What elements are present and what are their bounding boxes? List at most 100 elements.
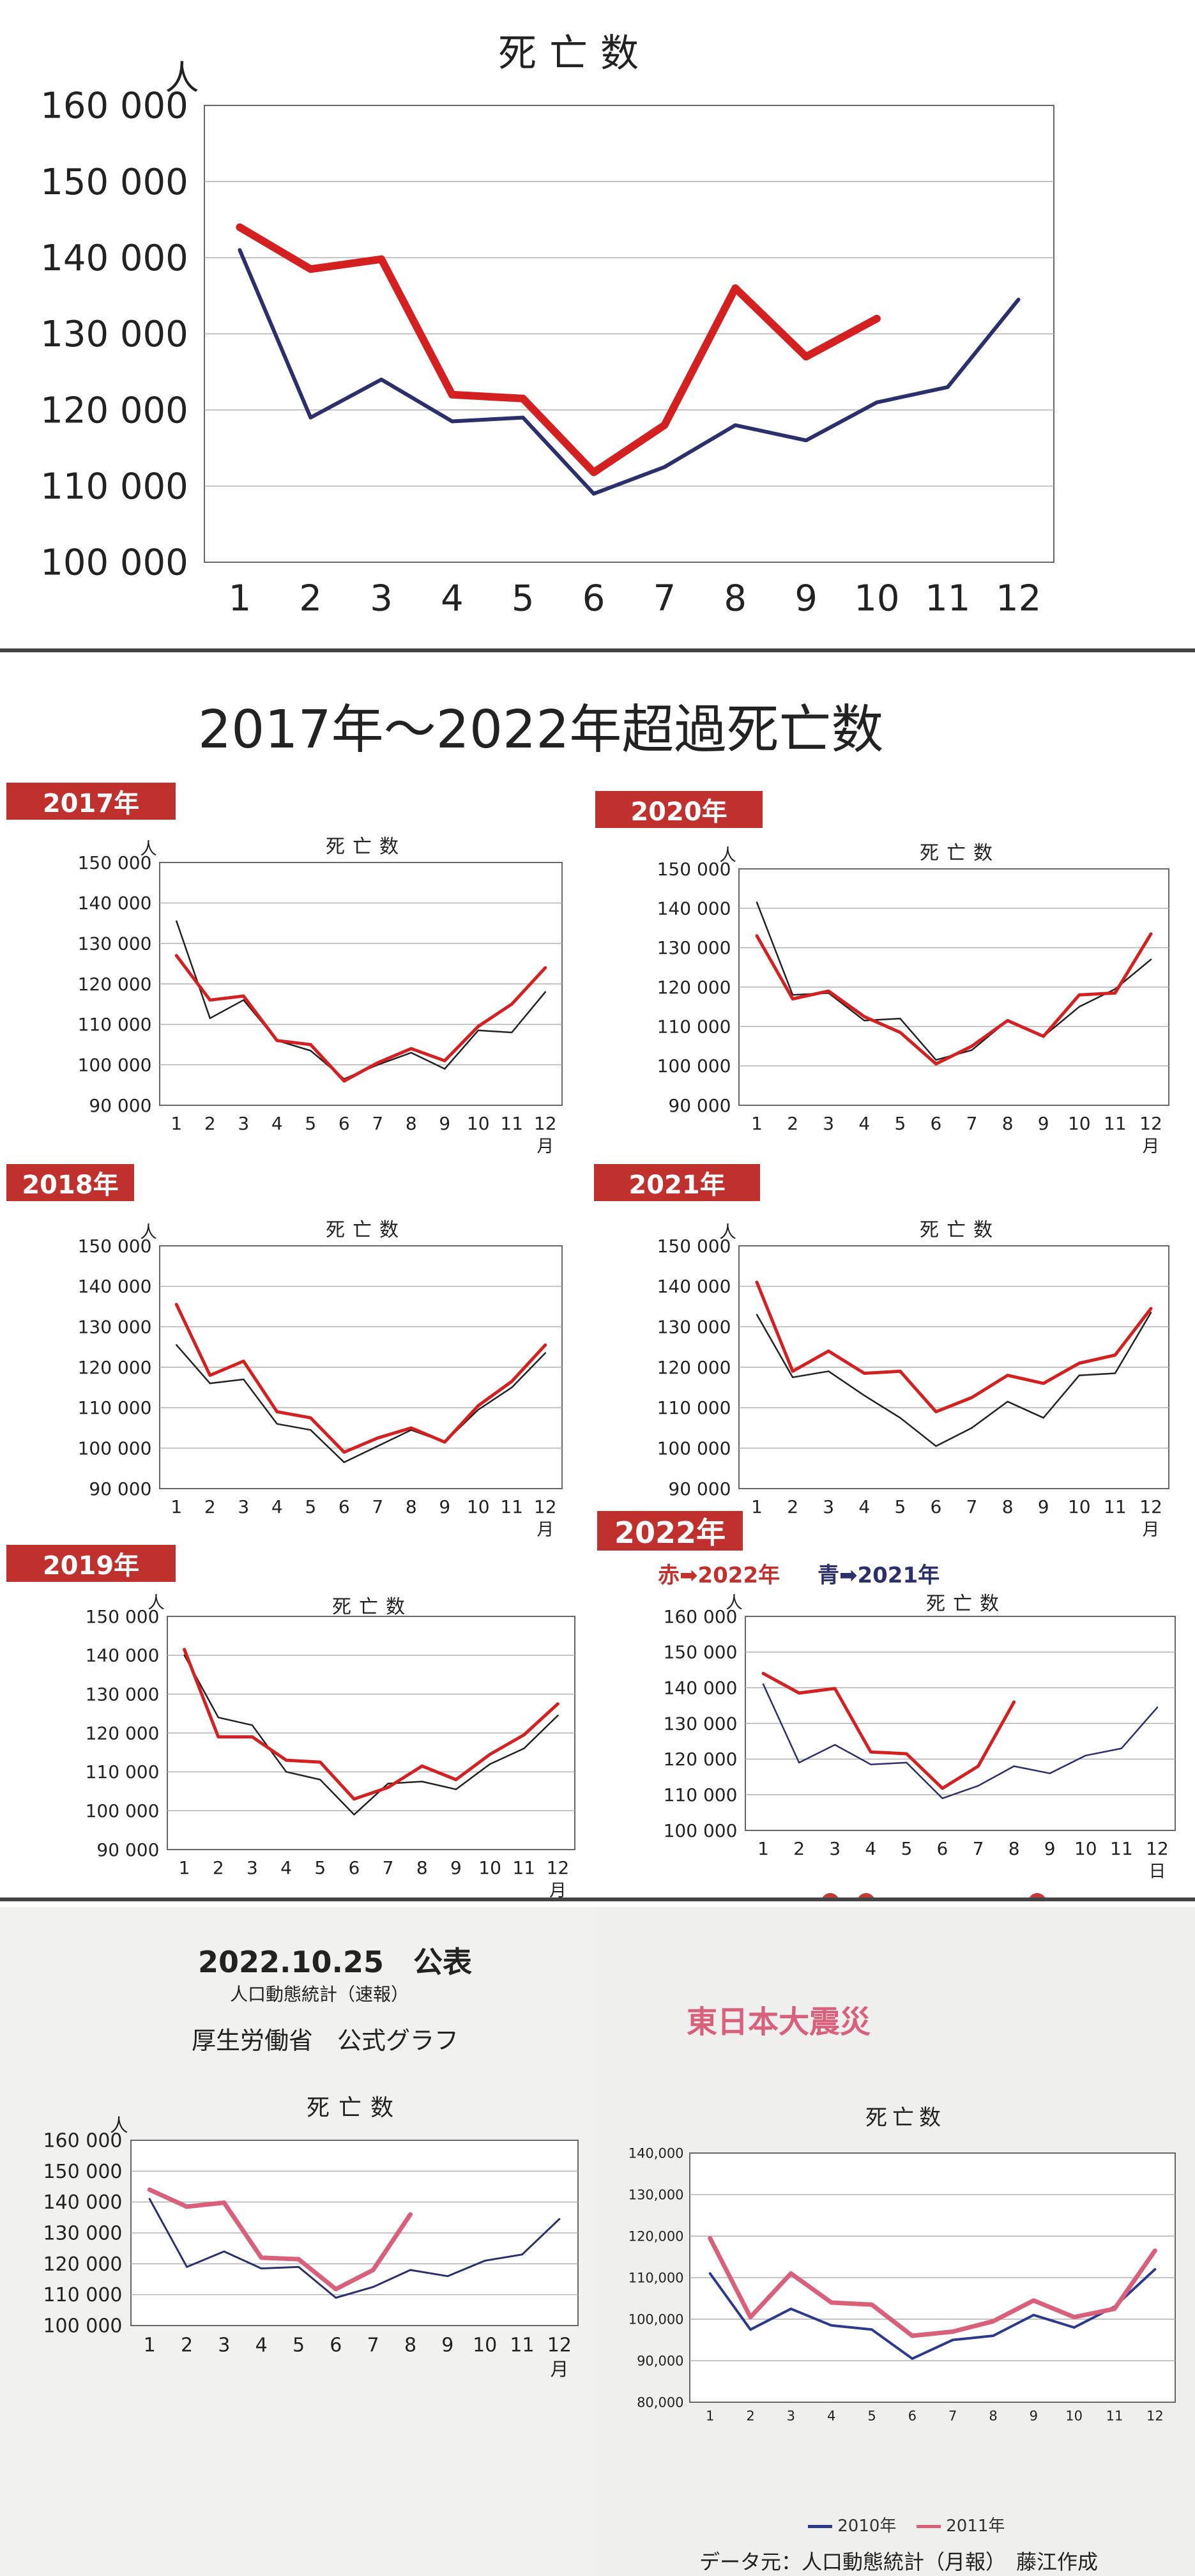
chart-quake: 80,000 90,000 100,000 110,000 120,000 130,000… — [628, 2145, 1176, 2423]
data-point — [409, 2269, 411, 2271]
x-tick-label: 3 — [829, 1838, 841, 1859]
data-point — [797, 1691, 801, 1695]
series-line-2010年 — [708, 2268, 1157, 2360]
y-tick-label: 130 000 — [657, 1316, 731, 1337]
chart-2019: 90 000 100 000 110 000 120 000 130 000 140 00… — [86, 1593, 575, 1897]
series-line-black — [756, 1312, 1152, 1447]
x-tick-label: 9 — [441, 2334, 453, 2357]
series-line-black — [176, 1344, 547, 1464]
x-tick-label: 3 — [247, 1857, 258, 1878]
data-point — [1013, 1765, 1015, 1767]
y-tick-label: 120 000 — [40, 390, 188, 431]
data-point — [1077, 1361, 1081, 1365]
data-point — [869, 2303, 874, 2307]
panel-official: 2022.10.25 公表 人口動態統計（速報） 厚生労働省 公式グラフ 死亡数… — [0, 1907, 597, 2576]
data-point — [250, 1735, 254, 1738]
x-tick-label: 12 — [547, 2334, 572, 2357]
x-tick-label: 1 — [751, 1496, 763, 1517]
data-point — [791, 1370, 795, 1373]
data-point — [910, 2333, 915, 2338]
data-point — [489, 1763, 491, 1765]
series-line-red — [755, 932, 1153, 1066]
x-tick-label: 11 — [1110, 1838, 1133, 1859]
data-point — [946, 385, 950, 389]
data-point — [544, 1343, 547, 1347]
y-tick-label: 130 000 — [657, 937, 731, 958]
data-point — [991, 2319, 996, 2324]
data-point — [1113, 992, 1117, 995]
data-point — [148, 2198, 151, 2200]
data-point — [1042, 1417, 1044, 1419]
data-point — [309, 1043, 312, 1046]
y-tick-label: 140 000 — [78, 893, 152, 914]
y-tick-label: 130 000 — [40, 314, 188, 355]
y-axis-label: 人 — [165, 58, 199, 98]
data-point — [834, 1744, 836, 1746]
y-axis-label: 人 — [719, 845, 736, 865]
x-tick-label: 8 — [1009, 1838, 1020, 1859]
data-point — [275, 1039, 278, 1042]
data-point — [259, 2255, 264, 2260]
data-point — [934, 1062, 938, 1066]
y-tick-label: 130 000 — [86, 1683, 160, 1705]
y-tick-label: 140 000 — [78, 1276, 152, 1297]
y-tick-label: 140 000 — [86, 1645, 160, 1666]
y-tick-label: 110 000 — [43, 2284, 122, 2306]
y-tick-label: 140 000 — [664, 1677, 738, 1698]
x-tick-label: 9 — [439, 1496, 450, 1517]
title-official: 死亡数 — [307, 2095, 403, 2121]
series-line-red — [761, 1671, 1016, 1790]
data-point — [217, 1717, 219, 1719]
y-tick-label: 100 000 — [78, 1054, 152, 1075]
data-point — [243, 1378, 245, 1381]
data-point — [477, 1029, 479, 1031]
chart-2017: 90 000 100 000 110 000 120 000 130 000 140 00… — [78, 839, 563, 1156]
x-tick-label: 12 — [1146, 1838, 1169, 1859]
x-tick-label: 5 — [512, 578, 535, 620]
y-tick-label: 130 000 — [43, 2223, 122, 2245]
data-point — [353, 1797, 356, 1801]
y-tick-label: 90 000 — [668, 1478, 731, 1499]
data-point — [992, 2334, 994, 2337]
title-2021: 死亡数 — [920, 1219, 1000, 1241]
y-tick-label: 120,000 — [628, 2228, 684, 2244]
x-tick-label: 12 — [534, 1496, 557, 1517]
x-tick-label: 7 — [973, 1838, 984, 1859]
data-point — [454, 1778, 458, 1781]
data-point — [175, 1303, 178, 1307]
x-tick-label: 5 — [901, 1838, 912, 1859]
data-point — [905, 1752, 908, 1756]
y-tick-label: 150 000 — [40, 162, 188, 203]
x-tick-label: 2 — [204, 1496, 216, 1517]
data-point — [222, 2200, 226, 2205]
data-point — [798, 1761, 800, 1764]
data-point — [951, 2338, 954, 2342]
x-tick-label: 4 — [858, 1113, 870, 1134]
x-tick-label: 8 — [989, 2408, 997, 2423]
data-point — [1156, 1706, 1159, 1708]
y-tick-label: 120 000 — [664, 1749, 738, 1770]
y-tick-label: 160 000 — [43, 2130, 122, 2152]
title-2019: 死亡数 — [332, 1596, 413, 1618]
legend-2011: 2011年 — [917, 2513, 1005, 2536]
x-tick-label: 7 — [653, 578, 676, 620]
y-tick-label: 160 000 — [40, 86, 188, 127]
data-point — [863, 1372, 866, 1375]
data-point — [1006, 1374, 1009, 1377]
data-point — [977, 1785, 979, 1787]
x-tick-label: 1 — [751, 1113, 763, 1134]
grid — [745, 1616, 1176, 1831]
data-point — [1042, 1034, 1045, 1038]
x-tick-label: 11 — [512, 1857, 535, 1878]
series-line-pink — [147, 2187, 413, 2292]
data-point — [1150, 958, 1152, 960]
data-point — [791, 997, 795, 1000]
y-tick-label: 110 000 — [657, 1397, 731, 1418]
data-point — [521, 2253, 523, 2256]
y-tick-label: 90,000 — [637, 2353, 683, 2368]
data-point — [899, 1417, 901, 1419]
data-point — [242, 1360, 245, 1363]
x-tick-label: 12 — [1146, 2408, 1164, 2423]
data-point — [1077, 993, 1081, 997]
grid — [689, 2152, 1176, 2403]
